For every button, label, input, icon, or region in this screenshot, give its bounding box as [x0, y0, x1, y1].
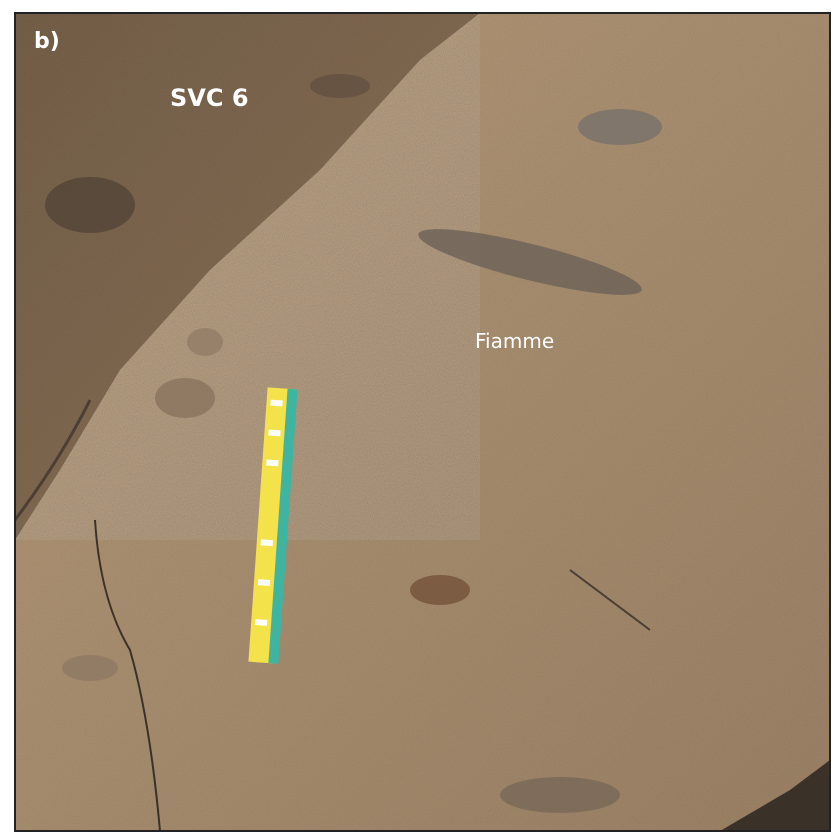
unit-label: SVC 6 — [170, 84, 249, 112]
frame — [14, 12, 831, 832]
rock-surface — [15, 13, 830, 831]
panel-label: b) — [34, 29, 60, 54]
feature-label: Fiamme — [475, 329, 554, 353]
scale-bar — [248, 387, 298, 664]
